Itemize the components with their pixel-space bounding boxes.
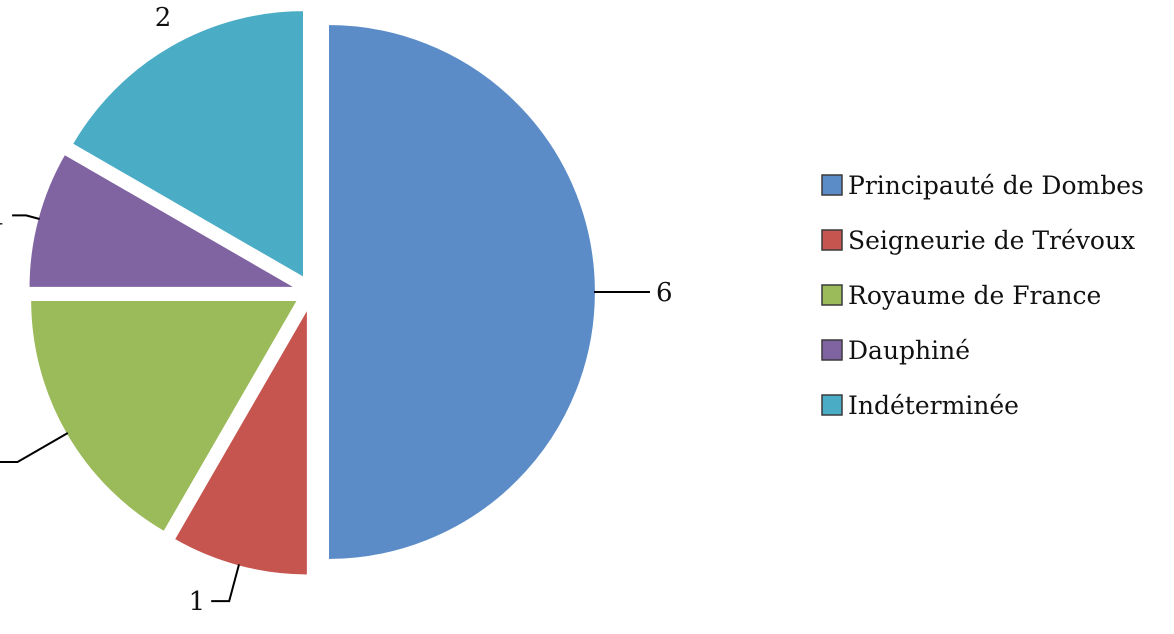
- pie-slice-5: [70, 9, 305, 280]
- data-labels: 61212: [0, 3, 673, 617]
- legend: Principauté de Dombes Seigneurie de Trévo…: [821, 171, 1144, 420]
- data-label-1: 6: [656, 278, 673, 308]
- pie-slices: [27, 9, 597, 577]
- data-label-4: 1: [0, 201, 6, 231]
- legend-swatch-3: [821, 284, 843, 306]
- pie-slice-1: [327, 22, 597, 562]
- leader-line-2: [211, 564, 240, 603]
- legend-swatch-4: [821, 339, 843, 361]
- leader-lines: [0, 214, 650, 603]
- legend-swatch-1: [821, 174, 843, 196]
- legend-label-3: Royaume de France: [848, 281, 1101, 310]
- legend-label-4: Dauphiné: [848, 336, 970, 365]
- legend-label-5: Indéterminée: [848, 391, 1019, 420]
- legend-label-1: Principauté de Dombes: [848, 171, 1144, 200]
- leader-line-3: [0, 432, 69, 463]
- leader-line-4: [12, 214, 40, 220]
- legend-swatch-2: [821, 229, 843, 251]
- legend-swatch-5: [821, 394, 843, 416]
- legend-label-2: Seigneurie de Trévoux: [848, 226, 1135, 255]
- data-label-2: 1: [189, 587, 206, 617]
- data-label-5: 2: [155, 3, 172, 33]
